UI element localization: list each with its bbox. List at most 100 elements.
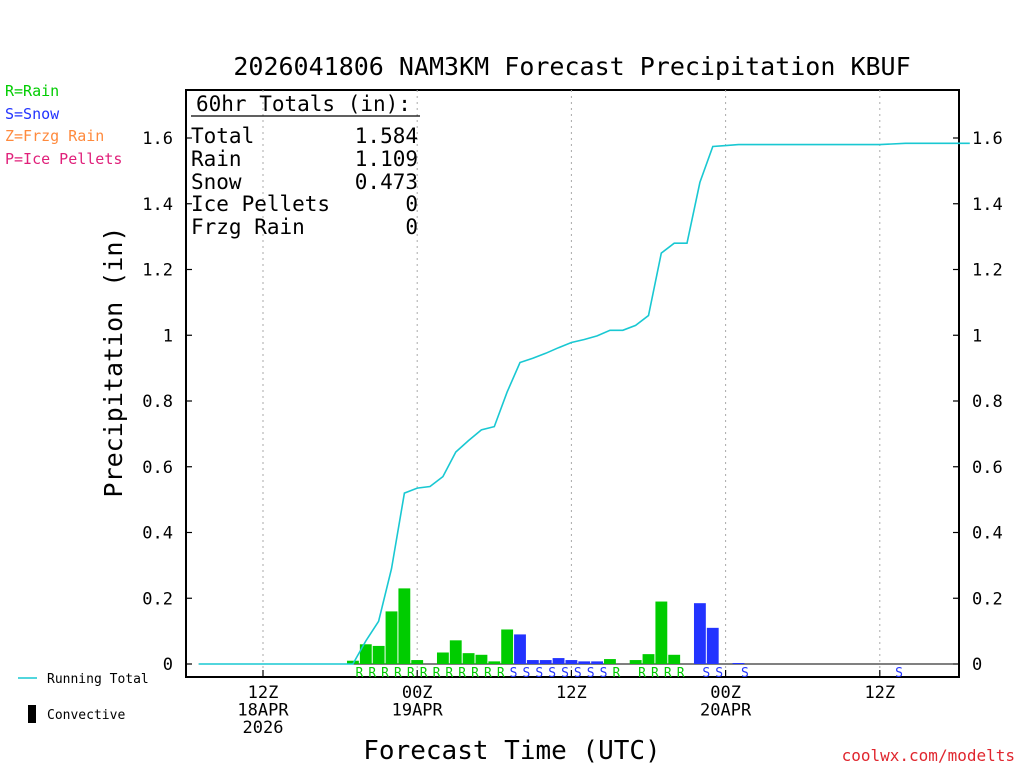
ptype-label-8: R	[458, 666, 466, 681]
ytick-label-left-8: 1.6	[142, 129, 173, 149]
ptype-label-13: S	[523, 666, 531, 681]
xtick-label-0-2: 2026	[243, 718, 284, 738]
ytick-label-right-1: 0.2	[972, 589, 1003, 609]
ytick-label-right-8: 1.6	[972, 129, 1003, 149]
bar-snow-24	[565, 660, 578, 664]
ptype-label-3: R	[394, 666, 402, 681]
xtick-label-4-0: 12Z	[864, 683, 895, 703]
convective-swatch	[28, 705, 36, 723]
ytick-label-left-4: 0.8	[142, 392, 173, 412]
ptype-label-24: R	[677, 666, 685, 681]
ytick-label-left-0: 0	[163, 655, 173, 675]
ptype-label-9: R	[471, 666, 479, 681]
ptype-label-18: S	[587, 666, 595, 681]
ytick-label-left-2: 0.4	[142, 524, 173, 544]
bar-snow-22	[539, 660, 552, 664]
bar-rain-18	[488, 661, 501, 664]
chart-title: 2026041806 NAM3KM Forecast Precipitation…	[233, 52, 910, 81]
bar-rain-32	[668, 654, 681, 664]
ptype-label-10: R	[484, 666, 492, 681]
legend-frzg-rain: Z=Frzg Rain	[5, 127, 104, 145]
totals-value-ice-pellets: 0	[405, 192, 418, 216]
bar-rain-10	[385, 611, 398, 664]
running-total-layer	[198, 142, 970, 665]
bar-rain-12	[411, 660, 424, 664]
ptype-label-14: S	[535, 666, 543, 681]
bar-rain-9	[372, 645, 385, 664]
ytick-label-right-7: 1.4	[972, 195, 1003, 215]
ptype-label-22: R	[651, 666, 659, 681]
legend-ice-pellets: P=Ice Pellets	[5, 150, 122, 168]
running-total-line	[198, 142, 970, 665]
ptype-label-16: S	[561, 666, 569, 681]
ptype-label-1: R	[368, 666, 376, 681]
bar-rain-19	[501, 629, 514, 664]
totals-label-frzg-rain: Frzg Rain	[191, 215, 305, 239]
bar-rain-8	[359, 644, 372, 664]
bar-rain-15	[449, 640, 462, 664]
bar-rain-14	[436, 652, 449, 664]
bar-snow-34	[693, 603, 706, 664]
xtick-label-0-1: 18APR	[237, 701, 289, 721]
ptype-label-21: R	[638, 666, 646, 681]
totals-value-frzg-rain: 0	[405, 215, 418, 239]
ptype-label-2: R	[381, 666, 389, 681]
bar-snow-20	[514, 634, 526, 664]
bar-rain-11	[398, 588, 411, 664]
ptype-label-15: S	[548, 666, 556, 681]
y-axis-ticks: 0 00.2 0.20.4 0.40.6 0.60.8 0.81 11.2 1.21.4 1.4…	[142, 129, 1002, 675]
ytick-label-right-5: 1	[972, 326, 982, 346]
ptype-label-28: S	[895, 666, 903, 681]
ytick-label-left-7: 1.4	[142, 195, 173, 215]
ptype-label-17: S	[574, 666, 582, 681]
ytick-label-right-3: 0.6	[972, 458, 1003, 478]
ytick-label-left-5: 1	[163, 326, 173, 346]
precip-type-legend: R=Rain S=Snow Z=Frzg Rain P=Ice Pellets	[5, 82, 122, 168]
ytick-label-left-1: 0.2	[142, 589, 173, 609]
bar-rain-27	[604, 659, 616, 664]
ptype-label-23: R	[664, 666, 672, 681]
ptype-label-0: R	[355, 666, 363, 681]
ptype-label-19: S	[600, 666, 608, 681]
bar-snow-35	[706, 627, 719, 664]
bar-rain-31	[655, 601, 668, 664]
credit-text: coolwx.com/modelts	[842, 746, 1015, 765]
ptype-label-12: S	[510, 666, 518, 681]
ytick-label-right-2: 0.4	[972, 524, 1003, 544]
ytick-label-right-4: 0.8	[972, 392, 1003, 412]
xtick-label-1-0: 00Z	[402, 683, 433, 703]
bar-rain-17	[475, 654, 488, 664]
bar-snow-26	[591, 661, 604, 664]
xtick-label-0-0: 12Z	[248, 683, 279, 703]
bar-snow-23	[552, 658, 565, 664]
ytick-label-left-6: 1.2	[142, 261, 173, 281]
ptype-label-4: R	[407, 666, 415, 681]
totals-value-rain: 1.109	[355, 147, 418, 171]
convective-legend-label: Convective	[47, 708, 125, 723]
xtick-label-1-1: 19APR	[392, 701, 444, 721]
ytick-label-right-0: 0	[972, 655, 982, 675]
totals-label-ice-pellets: Ice Pellets	[191, 192, 330, 216]
ptype-label-6: R	[433, 666, 441, 681]
totals-label-rain: Rain	[191, 147, 242, 171]
bottom-legend: Running Total Convective	[18, 672, 149, 723]
legend-snow: S=Snow	[5, 105, 60, 123]
hourly-bars	[347, 588, 745, 665]
ytick-label-right-6: 1.2	[972, 261, 1003, 281]
grid-lines	[198, 90, 959, 677]
totals-label-snow: Snow	[191, 170, 242, 194]
bar-snow-21	[526, 660, 539, 664]
totals-box: 60hr Totals (in): Total 1.584 Rain 1.109…	[191, 92, 420, 239]
ptype-label-11: R	[497, 666, 505, 681]
totals-header: 60hr Totals (in):	[196, 92, 411, 116]
ytick-label-left-3: 0.6	[142, 458, 173, 478]
xtick-label-2-0: 12Z	[556, 683, 587, 703]
bar-snow-25	[578, 661, 591, 664]
xtick-label-3-0: 00Z	[710, 683, 741, 703]
totals-value-snow: 0.473	[355, 170, 418, 194]
bar-rain-16	[462, 653, 475, 664]
y-axis-label: Precipitation (in)	[99, 227, 128, 498]
ptype-label-26: S	[715, 666, 723, 681]
